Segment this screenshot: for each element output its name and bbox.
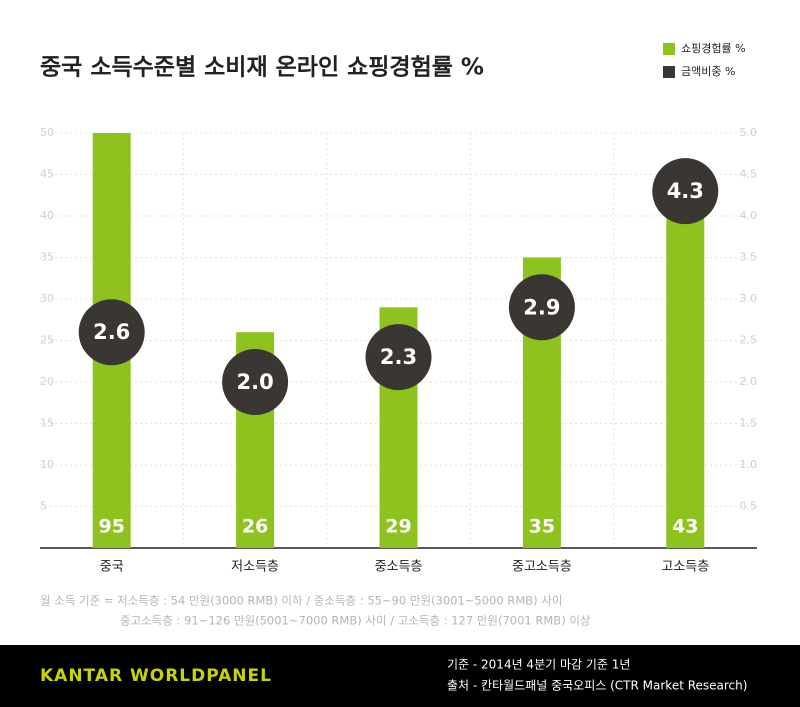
legend-label: 금액비중 % xyxy=(681,65,735,78)
share-circle xyxy=(652,158,719,225)
footer-line: 출처 - 칸타월드패널 중국오피스 (CTR Market Research) xyxy=(447,679,747,693)
share-circle xyxy=(508,274,575,341)
value-label: 29 xyxy=(385,516,411,538)
legend-label: 쇼핑경험률 % xyxy=(681,42,746,55)
value-label: 2.9 xyxy=(523,295,560,319)
y2-tick-label: 4.5 xyxy=(740,168,758,181)
x-tick-label: 저소득층 xyxy=(231,560,279,575)
value-label: 4.3 xyxy=(667,179,704,203)
footer-logo: KANTAR WORLDPANEL xyxy=(40,666,272,686)
share-circle xyxy=(222,349,289,415)
y2-tick-label: 4.0 xyxy=(740,209,758,222)
x-tick-label: 중소득층 xyxy=(375,560,423,575)
share-circle xyxy=(365,324,432,391)
y2-tick-label: 1.0 xyxy=(740,458,758,471)
value-label: 2.0 xyxy=(236,370,273,394)
chart-title: 중국 소득수준별 소비재 온라인 쇼핑경험률 % xyxy=(40,55,484,81)
x-tick-label: 중고소득층 xyxy=(512,560,572,575)
footer-line: 기준 - 2014년 4분기 마감 기준 1년 xyxy=(447,658,630,672)
value-label: 26 xyxy=(242,516,268,538)
value-label: 95 xyxy=(98,516,124,538)
share-circle xyxy=(78,299,145,366)
y2-tick-label: 2.0 xyxy=(740,375,758,388)
y2-tick-label: 5.0 xyxy=(740,126,758,139)
y2-tick-label: 3.5 xyxy=(740,251,758,264)
footnote: 중고소득층 : 91~126 만원(5001~7000 RMB) 사이 / 고소… xyxy=(120,614,591,628)
footer-band xyxy=(0,645,800,707)
bar xyxy=(92,133,131,548)
x-tick-label: 고소득층 xyxy=(661,560,709,575)
value-label: 43 xyxy=(672,516,698,538)
plot-area xyxy=(92,133,705,548)
y-tick-label: 5 xyxy=(40,500,47,513)
y2-tick-label: 3.0 xyxy=(740,292,758,305)
legend-swatch xyxy=(663,66,675,78)
value-label: 2.3 xyxy=(380,345,417,369)
footnote: 월 소득 기준 = 저소득층 : 54 만원(3000 RMB) 이하 / 중소… xyxy=(40,594,562,608)
y2-tick-label: 2.5 xyxy=(740,334,758,347)
y2-tick-label: 1.5 xyxy=(740,417,758,430)
bar xyxy=(666,191,705,548)
y2-tick-label: 0.5 xyxy=(740,500,758,513)
legend-swatch xyxy=(663,43,675,55)
value-label: 2.6 xyxy=(93,320,130,344)
x-tick-label: 중국 xyxy=(100,560,124,575)
value-label: 35 xyxy=(529,516,555,538)
